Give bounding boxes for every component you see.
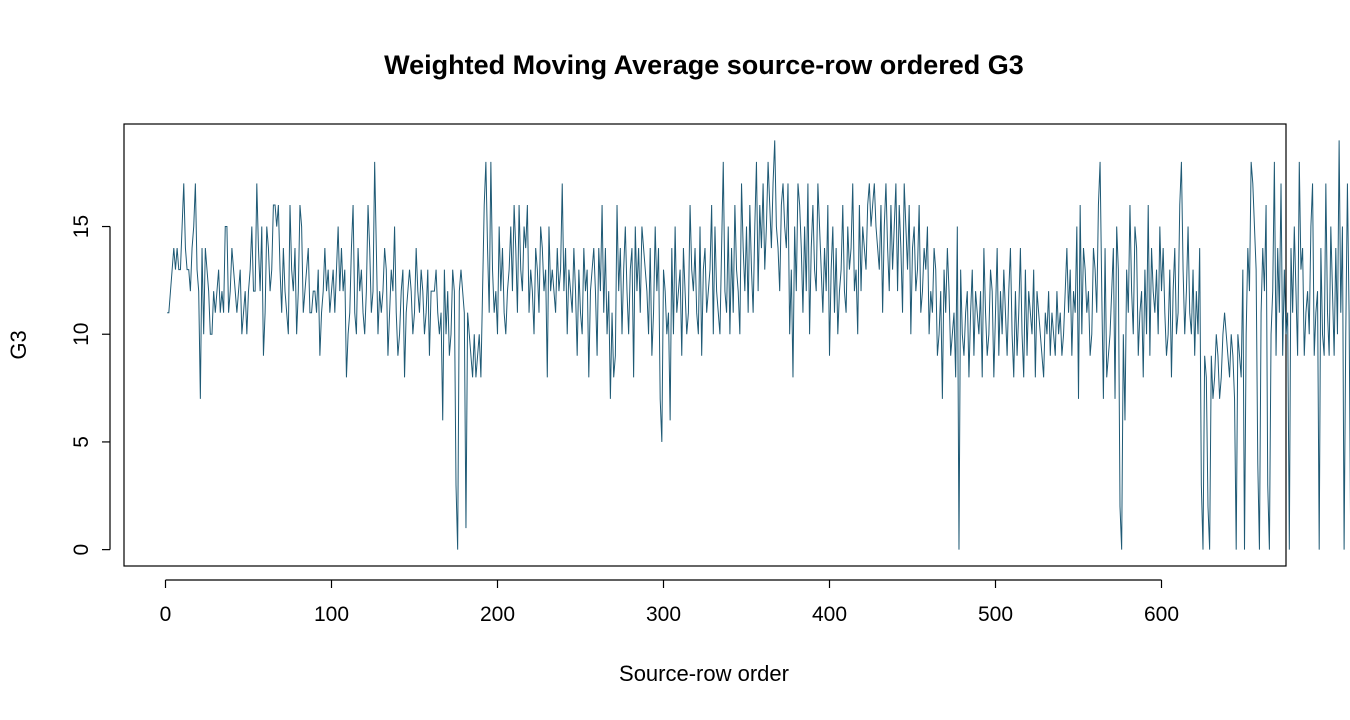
g3-series-line bbox=[167, 140, 1350, 550]
x-tick-label: 200 bbox=[480, 603, 515, 626]
x-axis-label: Source-row order bbox=[619, 661, 789, 686]
y-tick-label: 10 bbox=[70, 323, 93, 346]
plot-frame bbox=[123, 123, 1287, 567]
chart-title: Weighted Moving Average source-row order… bbox=[384, 50, 1024, 80]
y-axis: 0 5 10 15 bbox=[70, 215, 111, 556]
y-axis-label: G3 bbox=[6, 330, 31, 359]
x-tick-label: 300 bbox=[646, 603, 681, 626]
y-tick-label: 5 bbox=[70, 436, 93, 448]
x-tick-label: 400 bbox=[812, 603, 847, 626]
x-axis: 0 100 200 300 400 500 600 bbox=[160, 579, 1179, 626]
x-tick-label: 100 bbox=[314, 603, 349, 626]
x-tick-label: 0 bbox=[160, 603, 172, 626]
x-tick-label: 500 bbox=[978, 603, 1013, 626]
x-tick-label: 600 bbox=[1144, 603, 1179, 626]
y-tick-label: 15 bbox=[70, 215, 93, 238]
y-tick-label: 0 bbox=[70, 544, 93, 556]
